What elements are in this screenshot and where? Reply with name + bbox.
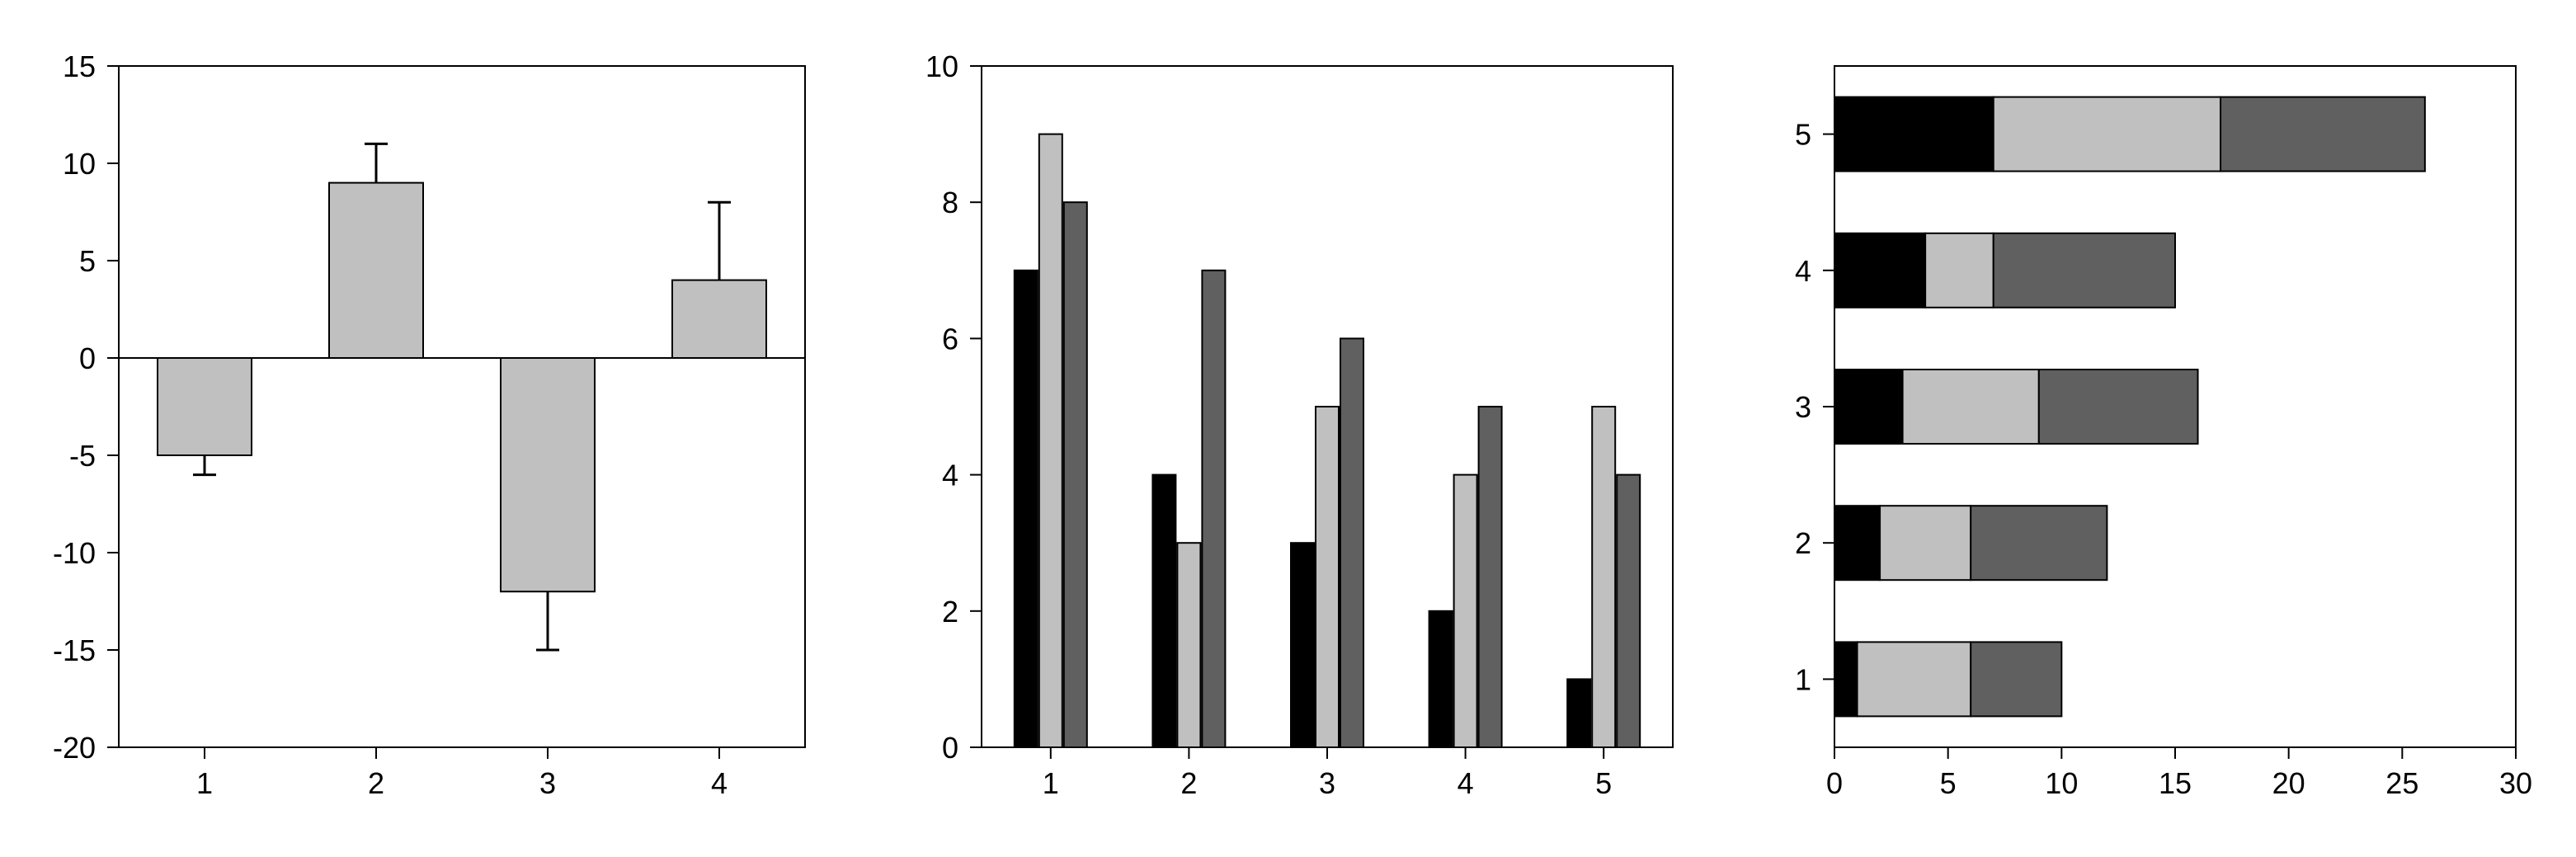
y-tick-label: -10 (53, 536, 96, 570)
bar-series-1 (1290, 542, 1315, 749)
x-tick-label: 25 (2385, 766, 2418, 800)
bar (328, 181, 424, 359)
bar-segment-series-1 (1834, 369, 1904, 445)
y-tick-label: 3 (1795, 390, 1811, 424)
y-tick-label: 10 (63, 147, 96, 181)
x-tick-label: 1 (1043, 766, 1059, 800)
chart-panel-error-bars: 1 2 3 4 -20 -15 -10 -5 0 5 10 15 (53, 49, 806, 800)
bar-series-2 (1315, 406, 1340, 748)
bar-series-3 (1477, 406, 1503, 748)
bar-segment-series-1 (1834, 96, 1994, 172)
bar (500, 357, 596, 593)
bar-segment-series-3 (1970, 641, 2063, 718)
y-tick-label: -15 (53, 633, 96, 667)
bar-segment-series-1 (1834, 232, 1927, 308)
y-tick-label: 4 (942, 459, 958, 492)
y-tick-label: 2 (1795, 526, 1811, 560)
x-tick-label: 4 (711, 766, 728, 800)
y-tick-label: 1 (1795, 662, 1811, 696)
x-tick-label: 2 (368, 766, 384, 800)
x-tick-label: 4 (1458, 766, 1474, 800)
chart-panel-stacked-horizontal-bars: 1 2 3 4 5 0 5 10 15 20 25 30 (1795, 65, 2532, 800)
x-tick-label: 5 (1940, 766, 1957, 800)
bar-segment-series-2 (1901, 369, 2040, 445)
y-tick-label: 6 (942, 322, 958, 356)
x-tick-label: 5 (1595, 766, 1612, 800)
y-tick-label: 10 (925, 49, 958, 83)
chart-panel-grouped-bars: 1 2 3 4 5 0 2 4 6 8 10 (925, 49, 1674, 800)
bar-segment-series-2 (1856, 641, 1972, 718)
y-tick-label: 0 (79, 341, 96, 375)
x-tick-label: 30 (2499, 766, 2532, 800)
y-tick-label: 15 (63, 49, 96, 83)
bar-series-3 (1062, 201, 1088, 748)
bar-series-2 (1591, 406, 1617, 748)
y-tick-label: -5 (69, 439, 96, 473)
x-tick-label: 20 (2272, 766, 2305, 800)
x-tick-label: 2 (1180, 766, 1197, 800)
y-tick-label: 5 (79, 244, 96, 278)
bar-series-3 (1616, 473, 1641, 748)
y-tick-label: 2 (942, 595, 958, 629)
bar-segment-series-2 (1992, 96, 2222, 172)
bar-segment-series-2 (1879, 505, 1972, 582)
x-tick-label: 15 (2159, 766, 2192, 800)
x-tick-label: 10 (2045, 766, 2078, 800)
bar-segment-series-2 (1924, 232, 1994, 308)
y-tick-label: -20 (53, 731, 96, 765)
bar-series-1 (1566, 678, 1592, 749)
plot-frame (118, 65, 806, 748)
bar-series-3 (1201, 269, 1227, 748)
bar-series-2 (1176, 542, 1202, 749)
bar-series-1 (1428, 610, 1453, 748)
x-tick-label: 1 (196, 766, 213, 800)
bar-segment-series-3 (2220, 96, 2426, 172)
bar (157, 357, 252, 456)
y-tick-label: 4 (1795, 254, 1811, 288)
x-tick-label: 3 (1319, 766, 1335, 800)
bar (671, 279, 767, 360)
bar-segment-series-1 (1834, 505, 1881, 582)
x-tick-label: 3 (539, 766, 556, 800)
bar-series-1 (1013, 269, 1038, 748)
bar-segment-series-3 (2037, 369, 2199, 445)
bar-segment-series-3 (1970, 505, 2108, 582)
bar-segment-series-1 (1834, 641, 1858, 718)
y-tick-label: 0 (942, 731, 958, 765)
bar-series-2 (1453, 473, 1478, 748)
bar-series-1 (1151, 473, 1177, 748)
y-tick-label: 5 (1795, 118, 1811, 152)
bar-series-3 (1340, 337, 1364, 748)
x-tick-label: 0 (1826, 766, 1843, 800)
bar-segment-series-3 (1992, 232, 2177, 308)
bar-series-2 (1038, 133, 1063, 749)
y-tick-label: 8 (942, 186, 958, 219)
